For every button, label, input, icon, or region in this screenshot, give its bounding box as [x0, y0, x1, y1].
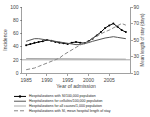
svg-text:1990: 1990	[41, 77, 52, 83]
svg-text:2000: 2000	[83, 77, 94, 83]
svg-text:20: 20	[13, 57, 19, 63]
svg-text:Mean length of stay (days): Mean length of stay (days)	[140, 13, 145, 67]
svg-text:10: 10	[134, 70, 140, 76]
svg-text:100: 100	[10, 4, 19, 10]
svg-text:1995: 1995	[62, 77, 73, 83]
svg-text:Incidence: Incidence	[2, 29, 8, 51]
svg-text:1985: 1985	[21, 77, 32, 83]
svg-text:0: 0	[16, 70, 19, 76]
svg-text:90: 90	[134, 4, 140, 10]
svg-text:Year of admission: Year of admission	[56, 83, 96, 89]
svg-text:Hospitalizations for all cause: Hospitalizations for all causes/1,000 po…	[29, 104, 102, 108]
svg-text:60: 60	[13, 30, 19, 36]
svg-text:40: 40	[13, 43, 19, 49]
svg-text:30: 30	[134, 53, 140, 59]
svg-text:Hospitalizations with SI, mean: Hospitalizations with SI, mean hospital …	[29, 109, 111, 113]
svg-text:70: 70	[134, 20, 140, 26]
svg-text:2005: 2005	[104, 77, 115, 83]
svg-text:80: 80	[13, 17, 19, 23]
svg-text:Hospitalizations with SI/100,0: Hospitalizations with SI/100,000 populat…	[29, 94, 96, 98]
svg-text:50: 50	[134, 37, 140, 43]
svg-text:Hospitalizations for celluliti: Hospitalizations for cellulitis/100,000 …	[29, 99, 103, 103]
